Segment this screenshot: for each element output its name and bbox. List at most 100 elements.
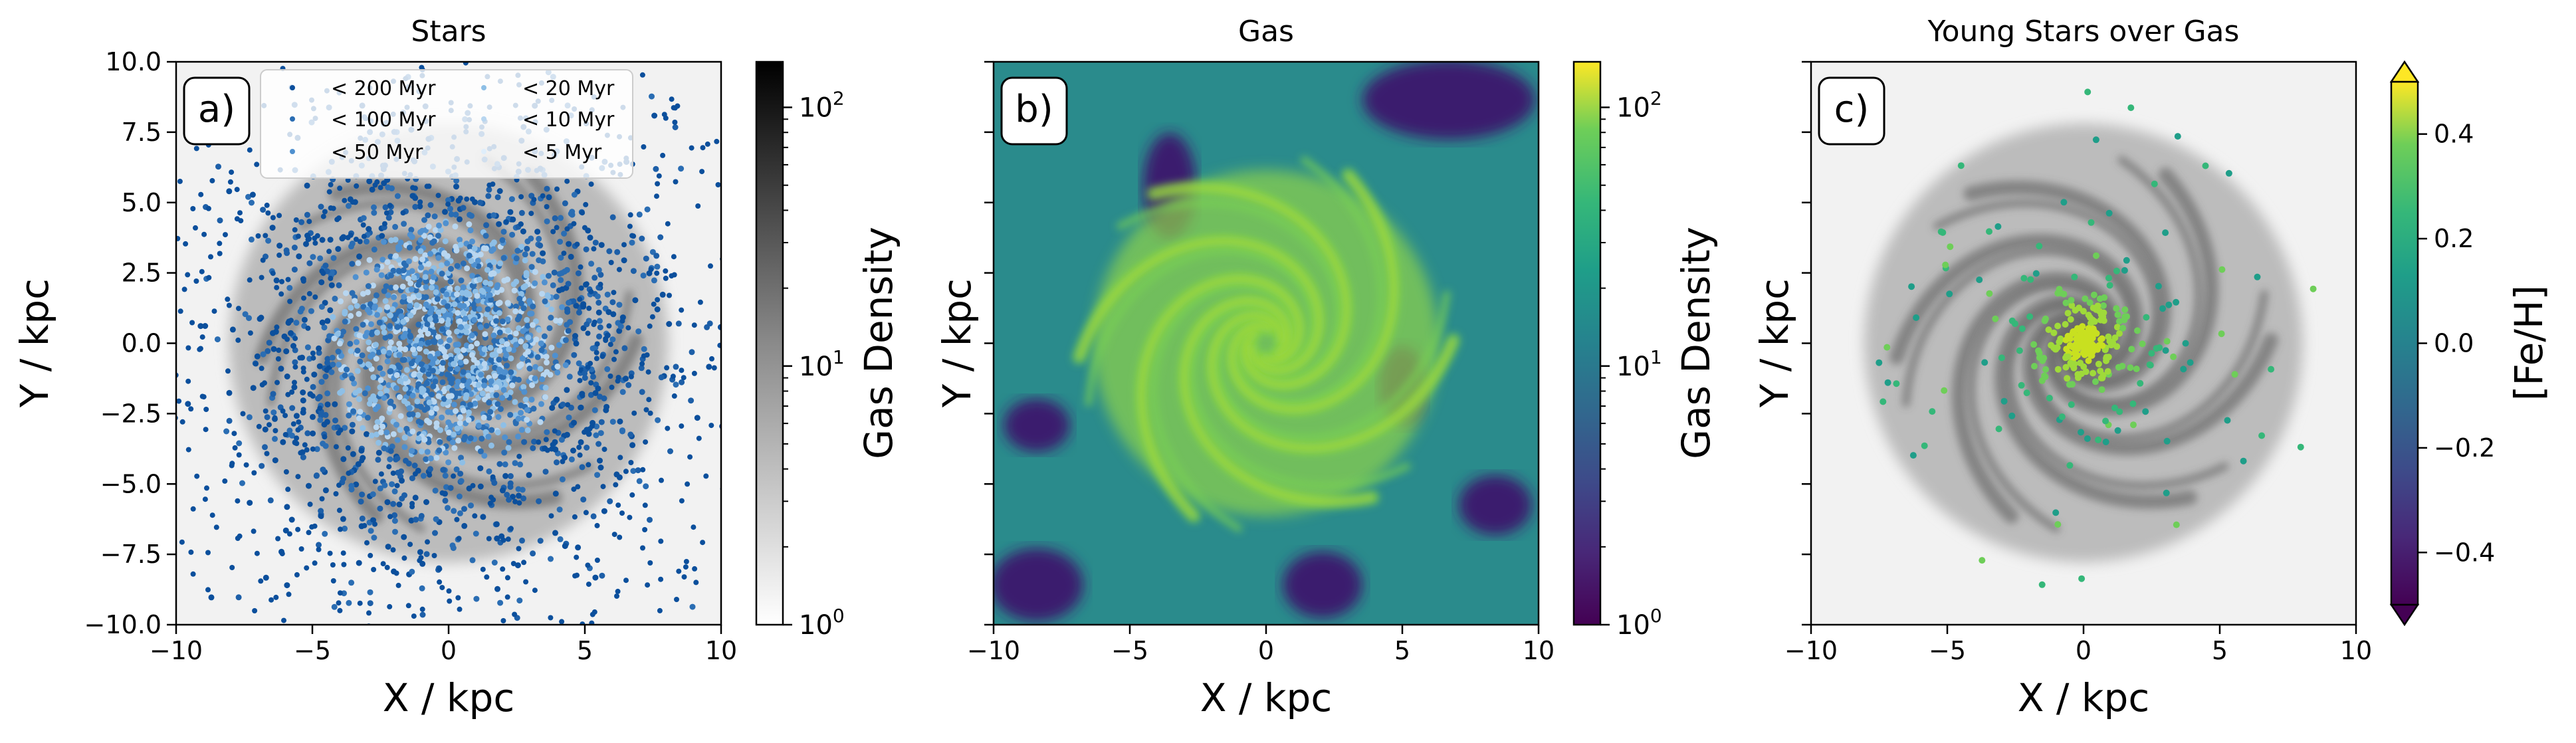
star-point [574,46,579,51]
star-point [419,367,426,373]
young-star-point [2116,330,2123,337]
star-point [644,206,651,213]
star-point [348,580,355,586]
star-point [587,235,593,241]
star-point [349,428,356,435]
star-point [353,237,359,243]
star-point [474,340,481,347]
star-point [384,358,391,365]
young-star-point [2068,401,2075,408]
star-point [289,405,296,411]
star-point [586,305,592,311]
star-point [342,197,348,203]
star-point [286,591,292,597]
star-point [572,514,578,520]
star-point [399,283,406,290]
star-point [456,536,462,542]
star-point [734,361,739,366]
star-point [359,458,365,464]
star-point [538,347,545,354]
star-point [604,366,611,372]
star-point [625,381,632,388]
star-point [310,393,316,399]
star-point [446,588,452,594]
star-point [534,229,541,235]
star-point [208,594,215,601]
star-point [604,291,611,298]
star-point [431,553,437,558]
star-point [378,429,384,435]
young-star-point [2153,345,2160,352]
colorbar-extend-max [2389,60,2420,83]
young-star-point [2111,404,2118,411]
star-point [596,318,603,324]
star-point [464,265,471,272]
star-point [226,302,232,308]
star-point [542,469,549,475]
star-point [409,627,415,633]
star-point [460,407,467,414]
star-point [521,389,528,395]
star-point [377,377,384,383]
star-point [401,260,407,266]
star-point [438,346,445,352]
star-point [591,274,598,281]
star-point [390,431,397,437]
x-tick-label: −10 [1784,636,1838,665]
star-point [226,389,233,396]
panel-b-colorbar-label: Gas Density [1673,227,1719,459]
star-point [455,348,461,354]
star-point [412,256,419,263]
star-point [530,445,536,451]
star-point [357,358,364,365]
star-point [504,492,510,498]
star-point [548,615,554,621]
star-point [356,332,363,339]
young-star-point [2148,350,2155,357]
star-point [458,324,464,330]
star-point [427,202,434,208]
star-point [530,550,536,557]
young-star-point [2066,462,2074,469]
star-point [639,361,645,367]
star-point [373,424,379,431]
star-point [427,234,433,241]
star-point [344,366,350,373]
star-point [514,247,521,254]
star-point [571,191,578,198]
star-point [441,395,447,402]
star-point [458,277,465,284]
star-point [516,453,522,459]
star-point [548,513,554,519]
star-point [526,366,533,372]
star-point [613,482,619,488]
star-point [595,385,601,392]
star-point [331,603,338,610]
young-star-point [1941,387,1948,394]
young-star-point [2064,310,2072,317]
star-point [729,519,734,524]
star-point [235,498,241,504]
star-point [328,275,334,281]
young-star-point [2114,311,2121,318]
star-point [481,453,488,459]
star-point [339,387,346,394]
star-point [454,285,461,292]
star-point [694,415,700,421]
star-point [418,512,425,519]
star-point [632,297,639,304]
star-point [193,146,199,152]
star-point [490,474,496,480]
star-point [473,530,479,537]
star-point [663,268,669,274]
star-point [395,469,401,476]
star-point [342,318,348,325]
young-star-point [2116,408,2123,415]
star-point [332,417,338,424]
star-point [451,445,458,451]
star-point [94,348,100,354]
star-point [565,328,572,334]
star-point [376,439,382,446]
star-point [532,375,538,381]
